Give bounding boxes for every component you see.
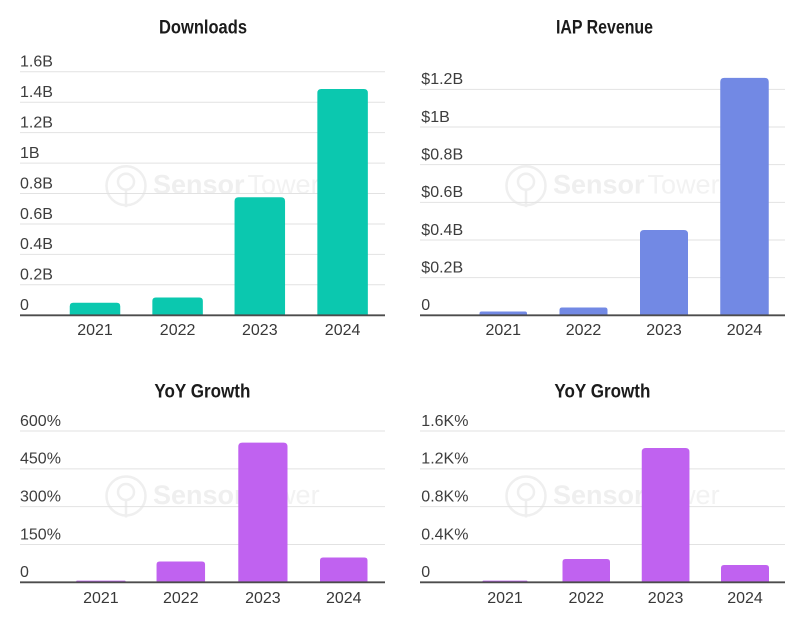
svg-text:YoY Growth: YoY Growth bbox=[154, 380, 250, 402]
svg-text:2021: 2021 bbox=[487, 590, 523, 607]
svg-text:150%: 150% bbox=[20, 526, 61, 543]
svg-text:0.6B: 0.6B bbox=[20, 206, 53, 223]
svg-text:600%: 600% bbox=[20, 413, 61, 430]
svg-text:2023: 2023 bbox=[242, 322, 278, 339]
svg-text:2024: 2024 bbox=[727, 590, 763, 607]
svg-text:Downloads: Downloads bbox=[159, 17, 247, 39]
svg-text:1.2K%: 1.2K% bbox=[421, 451, 468, 468]
svg-text:2021: 2021 bbox=[485, 322, 521, 339]
svg-text:2024: 2024 bbox=[326, 590, 362, 607]
svg-text:0.8B: 0.8B bbox=[20, 175, 53, 192]
svg-text:0.4B: 0.4B bbox=[20, 236, 53, 253]
svg-text:2024: 2024 bbox=[727, 322, 763, 339]
svg-text:2022: 2022 bbox=[163, 590, 199, 607]
svg-text:2023: 2023 bbox=[245, 590, 281, 607]
svg-text:2021: 2021 bbox=[83, 590, 119, 607]
svg-text:2021: 2021 bbox=[77, 322, 113, 339]
svg-text:2022: 2022 bbox=[566, 322, 602, 339]
svg-text:1B: 1B bbox=[20, 145, 40, 162]
svg-text:0.8K%: 0.8K% bbox=[421, 488, 468, 505]
svg-text:1.6B: 1.6B bbox=[20, 54, 53, 71]
svg-text:0.2B: 0.2B bbox=[20, 267, 53, 284]
svg-text:2022: 2022 bbox=[160, 322, 196, 339]
svg-text:$1B: $1B bbox=[421, 109, 449, 126]
svg-text:0: 0 bbox=[421, 297, 430, 314]
svg-text:$0.8B: $0.8B bbox=[421, 146, 463, 163]
svg-text:2023: 2023 bbox=[648, 590, 684, 607]
svg-text:0: 0 bbox=[20, 564, 29, 581]
svg-text:1.2B: 1.2B bbox=[20, 114, 53, 131]
svg-text:IAP Revenue: IAP Revenue bbox=[556, 17, 653, 39]
svg-text:$0.6B: $0.6B bbox=[421, 184, 463, 201]
svg-text:1.6K%: 1.6K% bbox=[421, 413, 468, 430]
svg-text:450%: 450% bbox=[20, 451, 61, 468]
svg-text:$0.2B: $0.2B bbox=[421, 259, 463, 276]
svg-text:0: 0 bbox=[20, 297, 29, 314]
svg-text:1.4B: 1.4B bbox=[20, 84, 53, 101]
svg-text:0.4K%: 0.4K% bbox=[421, 526, 468, 543]
svg-text:0: 0 bbox=[421, 564, 430, 581]
svg-text:2022: 2022 bbox=[568, 590, 604, 607]
svg-text:2024: 2024 bbox=[325, 322, 361, 339]
svg-text:$1.2B: $1.2B bbox=[421, 71, 463, 88]
svg-text:YoY Growth: YoY Growth bbox=[554, 380, 650, 402]
svg-text:300%: 300% bbox=[20, 488, 61, 505]
svg-text:2023: 2023 bbox=[646, 322, 682, 339]
svg-text:$0.4B: $0.4B bbox=[421, 222, 463, 239]
